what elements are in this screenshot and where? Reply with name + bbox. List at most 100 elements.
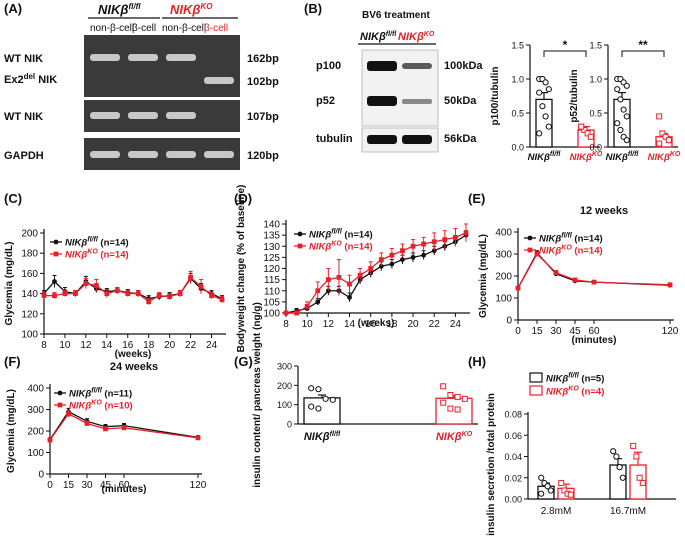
data-point-ko xyxy=(209,293,214,299)
panel-a-group-wt: NIKβfl/fl xyxy=(98,2,141,17)
data-point-ko xyxy=(587,133,594,140)
gel-band xyxy=(128,54,158,61)
data-point-ko xyxy=(534,251,540,257)
x-tick-label-C: 14 xyxy=(101,340,113,351)
x-tick-label-D: 16 xyxy=(365,319,377,330)
y-tick-label-H: 0.00 xyxy=(504,495,522,505)
data-point-wt xyxy=(322,395,329,402)
x-tick-label-C: 22 xyxy=(185,340,197,351)
data-point-ko xyxy=(125,291,131,296)
data-point-wt xyxy=(347,295,352,300)
y-tick-label-F: 100 xyxy=(27,448,44,459)
significance-bracket xyxy=(621,50,665,57)
y-axis-label-E: Glycemia (mg/dL) xyxy=(478,234,489,318)
y-tick-label-H: 0.08 xyxy=(504,410,522,420)
data-point-wt xyxy=(623,113,630,120)
x-tick-label-D: 18 xyxy=(386,319,398,330)
data-point-ko xyxy=(591,279,597,285)
blot-band xyxy=(402,99,432,104)
data-point-ko xyxy=(336,275,342,280)
data-point-ko xyxy=(146,299,152,305)
y-tick-label-D: 115 xyxy=(264,275,280,286)
bp-162: 162bp xyxy=(247,53,279,65)
data-point-wt xyxy=(539,103,546,110)
data-point-ko xyxy=(84,421,90,426)
data-point-ko xyxy=(103,426,108,432)
data-point-ko xyxy=(378,257,384,262)
x-tick-label-D: 20 xyxy=(407,319,419,330)
data-point-wt xyxy=(538,490,545,497)
x-tick-label-E: 30 xyxy=(550,326,562,337)
data-point-ko xyxy=(167,294,173,300)
y-tick-label-E: 0 xyxy=(506,316,512,327)
data-point-wt xyxy=(616,464,623,471)
category-label-ko: NIKβKO xyxy=(436,431,473,443)
data-point-wt xyxy=(308,385,315,392)
legend-label: NIKβKO (n=14) xyxy=(309,241,373,253)
y-tick-label-G: 0 xyxy=(287,420,292,430)
data-point-wt xyxy=(389,261,395,267)
y-axis-label-D: Bodyweight change (% of baseline) xyxy=(236,185,247,353)
data-point-ko xyxy=(442,237,448,242)
y-tick-label-E: 200 xyxy=(495,272,512,283)
blot-band xyxy=(367,135,397,144)
data-point-ko xyxy=(515,285,521,291)
x-tick-label-F: 0 xyxy=(47,480,53,491)
series-line-ko xyxy=(49,412,199,441)
blot-band xyxy=(402,135,432,144)
legend-label: NIKβKO (n=10) xyxy=(69,400,133,412)
x-tick-label-C: 10 xyxy=(59,340,71,351)
gel-band xyxy=(90,54,120,61)
data-point-ko xyxy=(421,241,427,247)
data-point-ko xyxy=(453,234,458,240)
y-tick-label-D: 100 xyxy=(263,309,280,320)
x-tick-label-C: 20 xyxy=(164,340,176,351)
row-label-wt-nik-2: WT NIK xyxy=(4,111,43,123)
data-point-ko xyxy=(304,303,310,309)
data-point-wt xyxy=(623,82,630,89)
y-tick-label-G: 200 xyxy=(277,381,292,391)
y-tick-label-G: 100 xyxy=(277,400,292,410)
y-tick-label-D: 120 xyxy=(263,264,280,275)
data-point-ko xyxy=(177,291,183,296)
data-point-ko xyxy=(400,248,405,254)
data-point-ko xyxy=(62,291,68,296)
data-point-wt xyxy=(315,386,322,393)
x-tick-label-F: 15 xyxy=(63,480,75,491)
data-point-ko xyxy=(659,130,666,137)
y-tick-label-F: 400 xyxy=(27,384,44,395)
y-tick-label-D: 140 xyxy=(263,220,280,231)
x-tick-label-D: 14 xyxy=(344,319,356,330)
series-line-ko xyxy=(517,252,671,289)
x-tick-label-E: 45 xyxy=(569,326,581,337)
x-axis-label-C: (weeks) xyxy=(115,349,152,360)
x-tick-label-C: 24 xyxy=(206,340,218,351)
gel-band xyxy=(204,151,234,158)
legend-marker xyxy=(527,235,533,241)
data-point-ko xyxy=(73,291,78,296)
panel-c-letter: (C) xyxy=(4,191,22,206)
gel-band xyxy=(166,54,196,61)
x-tick-label-D: 24 xyxy=(450,319,462,330)
y-tick-label-D: 130 xyxy=(263,242,280,253)
data-point-wt xyxy=(623,137,630,144)
data-point-wt xyxy=(614,86,621,93)
legend-label: NIKβfl/fl (n=14) xyxy=(65,237,129,249)
data-point-wt xyxy=(545,86,552,93)
data-point-wt xyxy=(542,113,549,120)
gel-band xyxy=(128,151,158,158)
legend-label: NIKβfl/fl (n=11) xyxy=(69,388,132,400)
protein-p52: p52 xyxy=(316,95,335,107)
chart-title-E: 12 weeks xyxy=(580,205,628,217)
legend-label: NIKβKO (n=14) xyxy=(65,249,129,261)
y-tick-label-D: 125 xyxy=(263,253,280,264)
data-point-wt xyxy=(613,453,620,460)
data-point-ko xyxy=(561,487,568,494)
legend-label: NIKβfl/fl (n=14) xyxy=(309,229,373,241)
data-point-wt xyxy=(536,89,543,96)
data-point-ko xyxy=(578,123,585,130)
x-tick-label-F: 30 xyxy=(81,480,93,491)
data-point-ko xyxy=(440,383,447,390)
gel-band xyxy=(166,112,196,119)
